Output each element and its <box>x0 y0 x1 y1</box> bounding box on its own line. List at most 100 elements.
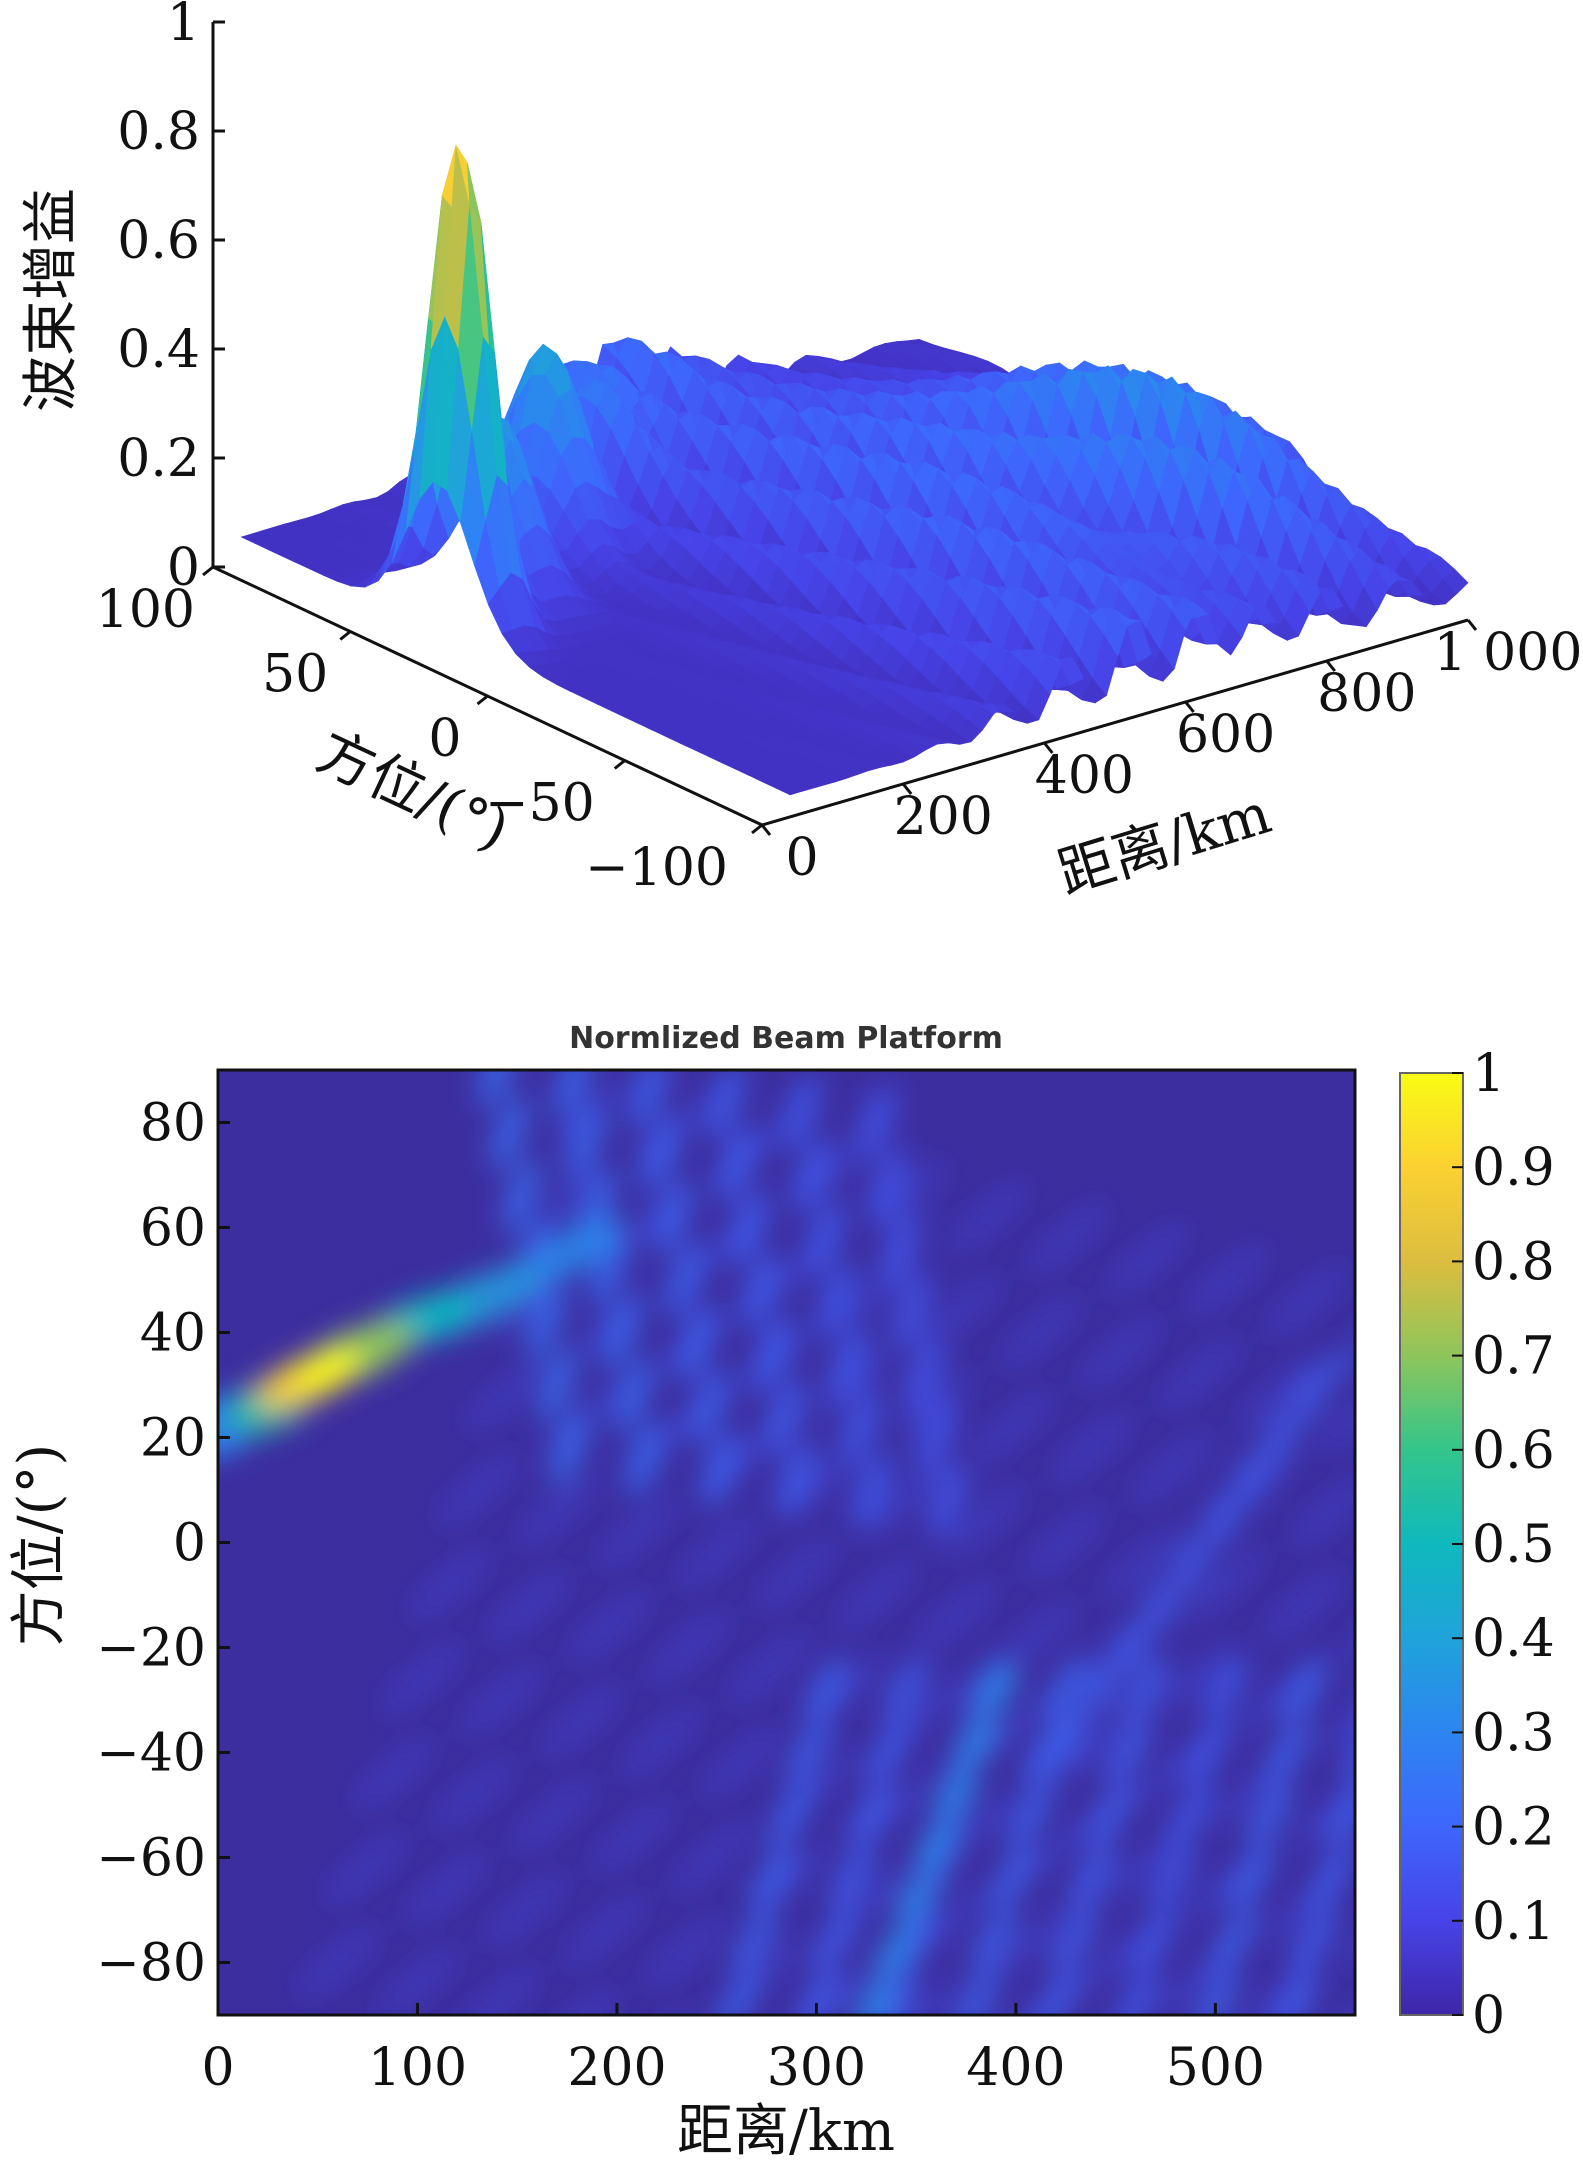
heatmap-y-tick-label: −80 <box>96 1934 206 1994</box>
colorbar-tick-label: 0.8 <box>1472 1232 1555 1292</box>
heatmap-x-tick-label: 200 <box>567 2038 666 2098</box>
x-tick-mark-3d <box>1043 742 1054 754</box>
heatmap-x-tick-label: 500 <box>1166 2038 1265 2098</box>
x-tick-label-3d: 200 <box>894 787 993 847</box>
heat-blob <box>1012 2113 1099 2168</box>
heat-blob <box>1273 1971 1317 2015</box>
heat-blob <box>1203 1656 1247 1723</box>
heat-blob <box>570 1593 648 1660</box>
heat-blob <box>653 1179 692 1255</box>
heat-blob <box>434 1761 512 1828</box>
heat-blob <box>1149 1845 1194 1912</box>
heatmap-x-axis-label: 距离/km <box>677 2099 895 2164</box>
heatmap-x-tick-label: 100 <box>368 2038 467 2098</box>
heat-blob <box>1105 1719 1150 1786</box>
heatmap-blobs <box>218 1070 1367 2168</box>
z-tick-label: 0.2 <box>117 429 200 489</box>
heat-blob <box>1291 1908 1335 1975</box>
heat-blob <box>382 1646 461 1712</box>
heat-blob <box>1052 1908 1096 1975</box>
heat-blob <box>629 1070 668 1129</box>
heat-blob <box>913 1887 991 1954</box>
heat-blob <box>848 1782 892 1849</box>
heat-blob <box>1029 1205 1107 1271</box>
heat-blob <box>1132 1436 1211 1502</box>
colorbar-tick-label: 0.7 <box>1472 1327 1555 1387</box>
heat-blob <box>990 1845 1034 1912</box>
x-tick-mark-3d <box>1466 619 1478 631</box>
heat-blob <box>1022 1728 1090 1777</box>
y-tick-mark-3d <box>613 759 626 770</box>
surface-facet <box>1442 568 1469 595</box>
heat-blob <box>601 1294 640 1371</box>
heat-blob <box>954 1971 998 2015</box>
heat-blob <box>701 1431 740 1507</box>
heat-blob <box>1156 1646 1235 1712</box>
heat-blob <box>717 1126 756 1203</box>
heat-blob <box>853 1452 892 1528</box>
heatmap-x-ticks: 0 100 200 300 400 500 <box>201 2003 1265 2098</box>
heat-blob <box>598 1499 676 1565</box>
heat-blob <box>486 1877 564 1943</box>
heat-blob <box>1152 1950 1231 2015</box>
heat-blob <box>804 1656 849 1723</box>
colorbar-tick-label: 0.1 <box>1472 1892 1555 1952</box>
heat-blob <box>502 1158 541 1234</box>
heat-blob <box>1092 2134 1179 2168</box>
x-ticks-3d: 0 200 400 600 800 1 000 <box>760 619 1582 888</box>
heatmap-x-tick-label: 400 <box>966 2038 1065 2098</box>
heat-blob <box>941 1793 1019 1859</box>
y-tick-label-3d: 100 <box>96 580 195 640</box>
heat-blob <box>933 2092 1020 2168</box>
heat-blob <box>1167 1782 1212 1849</box>
heat-blob <box>1049 1719 1127 1786</box>
y-tick-mark-3d <box>751 823 763 835</box>
heat-blob <box>514 1782 592 1849</box>
colorbar-tick-label: 0.3 <box>1472 1703 1555 1763</box>
x-tick-mark-3d <box>760 824 772 836</box>
heat-blob <box>875 1926 917 1978</box>
heat-blob <box>921 1278 999 1345</box>
heat-blob <box>646 1919 724 1985</box>
heat-blob <box>893 1273 932 1350</box>
heat-blob <box>885 1982 963 2015</box>
heat-blob <box>1202 1476 1269 1525</box>
heat-blob <box>1112 1602 1179 1651</box>
heat-blob <box>861 1772 939 1838</box>
heat-blob <box>1265 1719 1309 1786</box>
z-tick-label: 0.4 <box>117 320 200 380</box>
heat-blob <box>881 1210 920 1287</box>
heat-blob <box>458 1971 536 2015</box>
heat-blob <box>829 1326 868 1402</box>
heatmap-y-ticks: 80 60 40 20 0 −20 −40 −60 −80 <box>96 1094 230 1994</box>
heat-blob <box>1264 1572 1342 1639</box>
heat-blob <box>622 1709 700 1775</box>
heat-blob <box>1128 1740 1207 1807</box>
heat-blob <box>1291 1350 1355 1399</box>
heat-blob <box>701 1730 780 1796</box>
heat-blob <box>855 1978 897 2015</box>
heat-blob <box>1001 1299 1079 1366</box>
heat-blob <box>841 1389 880 1465</box>
heat-blob <box>550 1410 589 1486</box>
heat-blob <box>466 1362 544 1429</box>
heat-blob <box>1283 1656 1327 1723</box>
heat-blob <box>874 1971 918 2015</box>
heat-blob <box>975 1663 1017 1716</box>
heat-blob <box>1142 1560 1209 1609</box>
heat-blob <box>895 1873 937 1926</box>
z-ticks: 0 0.2 0.4 0.6 0.8 1 <box>117 0 225 598</box>
heat-blob <box>1231 1434 1299 1483</box>
heat-blob <box>1188 1247 1266 1313</box>
y-tick-label-3d: 50 <box>262 645 328 705</box>
heat-blob <box>1268 1268 1346 1334</box>
heat-blob <box>1108 1226 1187 1292</box>
heat-blob <box>542 1688 620 1754</box>
colorbar-tick-label: 0.2 <box>1472 1798 1555 1858</box>
heatmap-field <box>218 1070 1367 2168</box>
heat-blob <box>805 1200 844 1276</box>
surface-mesh <box>240 144 1469 796</box>
heat-blob <box>1280 2082 1367 2159</box>
heat-blob <box>650 1614 728 1681</box>
heatmap-y-tick-label: −20 <box>96 1619 206 1679</box>
